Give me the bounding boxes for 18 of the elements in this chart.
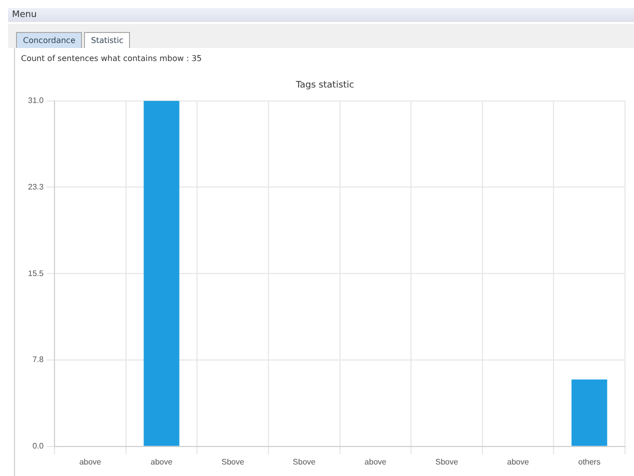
y-tick-label: 0.0 <box>32 442 44 451</box>
text: Concordance <box>16 32 82 48</box>
x-tick-label: above <box>507 457 530 466</box>
text: Menu <box>8 8 634 22</box>
x-tick-label: Sbove <box>292 457 316 466</box>
y-tick-label: 31.0 <box>28 96 44 106</box>
x-tick-label: above <box>79 457 102 466</box>
chart-title: Tags statistic <box>294 80 354 91</box>
x-tick-label: others <box>578 457 600 466</box>
y-tick-label: 15.5 <box>28 268 44 278</box>
text: Statistic <box>84 32 130 48</box>
x-tick-label: above <box>150 457 173 466</box>
y-tick-label: 7.8 <box>32 355 44 364</box>
chart-subtitle: Count of sentences what contains mbow : 35 <box>21 54 202 63</box>
x-tick-label: above <box>364 457 387 466</box>
x-tick-label: Sbove <box>435 457 459 466</box>
y-tick-label: 23.3 <box>28 182 44 192</box>
x-tick-label: Sbove <box>221 457 245 466</box>
